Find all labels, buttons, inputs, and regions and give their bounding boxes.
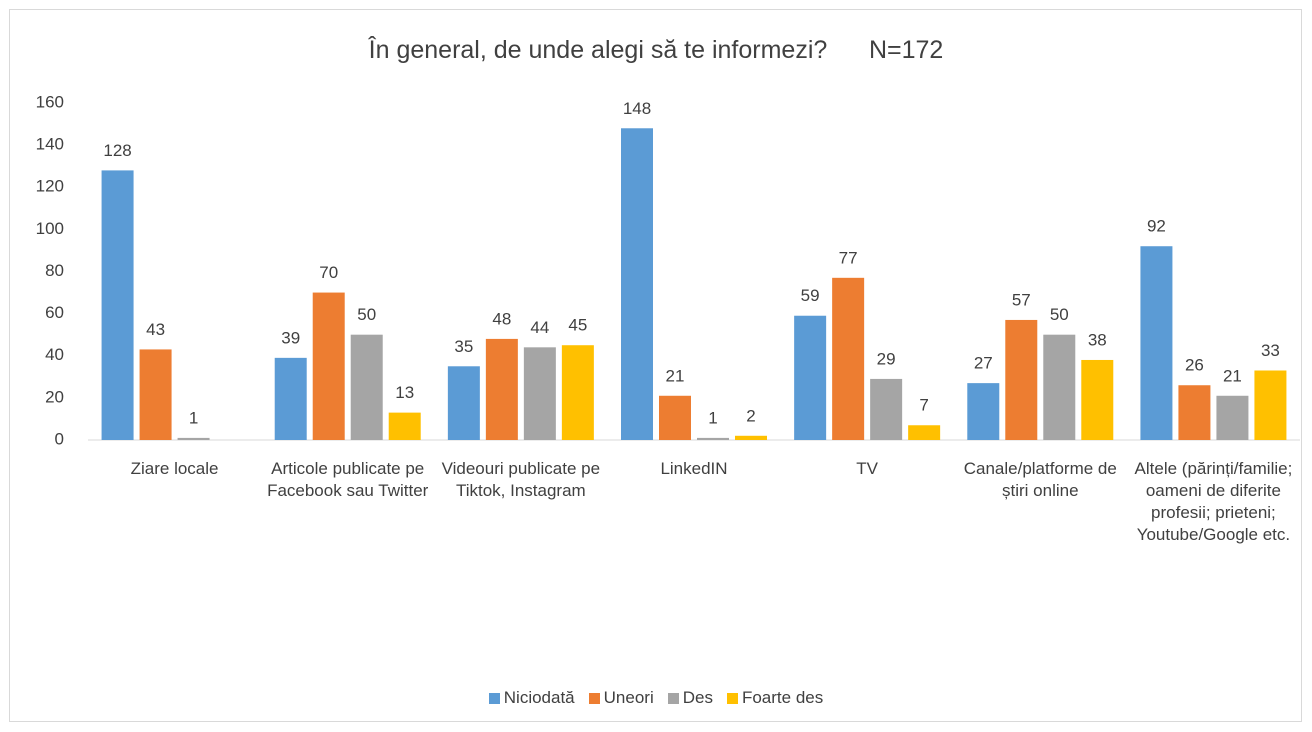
bar	[735, 435, 767, 440]
data-label: 38	[1088, 330, 1107, 349]
bar	[1178, 385, 1211, 440]
legend-label: Foarte des	[741, 688, 824, 707]
x-tick-label: Altele (părinți/familie; oameni de difer…	[1134, 459, 1293, 544]
data-label: 44	[530, 318, 549, 337]
bar	[1081, 359, 1114, 440]
bar	[967, 383, 1000, 440]
x-tick-label: LinkedIN	[660, 459, 728, 478]
chart-frame	[9, 9, 1302, 722]
bar	[523, 347, 556, 440]
data-label: 50	[357, 305, 376, 324]
chart-title: În general, de unde alegi să te informez…	[368, 36, 944, 64]
data-label: 92	[1147, 217, 1166, 236]
legend-swatch	[588, 692, 600, 704]
bar	[485, 338, 518, 440]
bar	[1254, 370, 1287, 440]
y-tick-label: 100	[36, 219, 64, 238]
legend: Niciodată Uneori Des Foarte des	[0, 688, 1312, 708]
data-label: 1	[189, 408, 198, 427]
bar	[870, 378, 903, 440]
bar	[1140, 246, 1173, 440]
data-label: 50	[1050, 305, 1069, 324]
data-label: 45	[568, 316, 587, 335]
legend-label: Niciodată	[503, 688, 575, 707]
legend-label: Des	[682, 688, 713, 707]
bar	[139, 349, 172, 440]
bar	[388, 412, 421, 440]
bar	[561, 345, 594, 440]
y-tick-label: 20	[45, 387, 64, 406]
legend-swatch	[726, 692, 738, 704]
data-label: 57	[1012, 290, 1031, 309]
bar	[659, 395, 691, 440]
bar	[101, 170, 134, 440]
data-label: 70	[319, 263, 338, 282]
y-tick-label: 40	[45, 345, 64, 364]
data-label: 48	[492, 309, 511, 328]
legend-swatch	[667, 692, 679, 704]
data-label: 1	[708, 408, 717, 427]
data-label: 35	[454, 337, 473, 356]
x-tick-label: TV	[856, 459, 878, 478]
x-tick-label: Articole publicate pe Facebook sau Twitt…	[267, 459, 429, 500]
data-label: 7	[919, 396, 928, 415]
y-tick-label: 0	[55, 429, 64, 448]
bar	[447, 366, 480, 440]
x-tick-label: Ziare locale	[130, 459, 219, 478]
data-label: 2	[746, 406, 755, 425]
data-label: 43	[146, 320, 165, 339]
data-label: 77	[839, 248, 858, 267]
legend-item: Niciodată	[488, 688, 575, 708]
data-label: 33	[1261, 341, 1280, 360]
y-tick-label: 140	[36, 135, 64, 154]
bar	[908, 425, 941, 440]
data-label: 26	[1185, 356, 1204, 375]
data-label: 29	[877, 349, 896, 368]
data-label: 21	[1223, 366, 1242, 385]
data-label: 13	[395, 383, 414, 402]
data-label: 21	[666, 366, 685, 385]
y-tick-label: 80	[45, 261, 64, 280]
bar	[1005, 319, 1038, 440]
bar	[274, 357, 307, 440]
legend-item: Foarte des	[726, 688, 824, 708]
bar	[794, 315, 827, 440]
data-label: 128	[103, 141, 131, 160]
bar	[1216, 395, 1249, 440]
y-tick-label: 60	[45, 303, 64, 322]
data-label: 148	[623, 99, 651, 118]
bar	[312, 292, 345, 440]
bar	[832, 277, 865, 440]
legend-item: Uneori	[588, 688, 654, 708]
legend-item: Des	[667, 688, 713, 708]
data-label: 27	[974, 354, 993, 373]
y-tick-label: 160	[36, 92, 64, 111]
y-tick-label: 120	[36, 177, 64, 196]
x-tick-label: Canale/platforme de știri online	[963, 459, 1117, 500]
data-label: 39	[281, 328, 300, 347]
x-tick-label: Videouri publicate pe Tiktok, Instagram	[441, 459, 601, 500]
bar	[1043, 334, 1076, 440]
bar	[621, 128, 653, 440]
data-label: 59	[801, 286, 820, 305]
bar	[177, 437, 210, 440]
bar	[350, 334, 383, 440]
legend-swatch	[488, 692, 500, 704]
bar	[697, 437, 729, 440]
legend-label: Uneori	[603, 688, 654, 707]
